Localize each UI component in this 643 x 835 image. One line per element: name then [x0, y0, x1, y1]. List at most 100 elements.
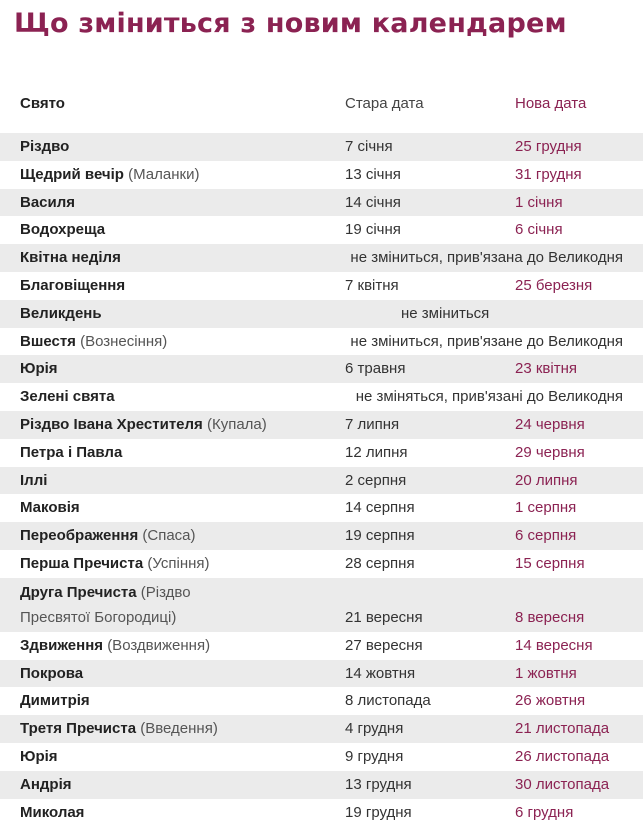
new-date-cell: 15 серпня [515, 554, 585, 572]
table-row: Петра і Павла 12 липня 29 червня [0, 439, 643, 467]
holiday-name: Здвиження [20, 636, 104, 654]
old-date-cell: 19 грудня [345, 803, 412, 821]
holiday-name-cell: Василя [20, 189, 340, 217]
holiday-name-cell: Юрія [20, 743, 340, 771]
holiday-note: (Різдво Пресвятої Богородиці) [20, 583, 191, 626]
table-row: Третя Пречиста (Введення) 4 грудня 21 лист… [0, 715, 643, 743]
old-date-cell: 9 грудня [345, 747, 404, 765]
table-row: Різдво Івана Хрестителя (Купала) 7 липня 2… [0, 410, 643, 439]
table-row: Василя 14 січня 1 січня [0, 188, 643, 217]
old-date-cell: 12 липня [345, 443, 408, 461]
holiday-name: Зелені свята [20, 388, 115, 406]
holiday-name: Димитрія [20, 692, 90, 710]
new-date-cell: 6 грудня [515, 803, 574, 821]
old-date-cell: 7 квітня [345, 276, 399, 294]
holiday-note: (Успіння) [147, 554, 210, 572]
holiday-name-cell: Здвиження (Воздвиження) [20, 632, 340, 660]
holiday-name-cell: Миколая [20, 799, 340, 827]
table-row: Різдво 7 січня 25 грудня [0, 133, 643, 161]
table-row: Переображення (Спаса) 19 серпня 6 серпня [0, 522, 643, 550]
holiday-name: Маковія [20, 499, 80, 517]
old-date-cell: 27 вересня [345, 636, 423, 654]
holiday-name-cell: Різдво [20, 133, 340, 161]
column-header-new-date: Нова дата [515, 95, 587, 112]
holiday-name: Петра і Павла [20, 443, 123, 461]
old-date-cell: 13 грудня [345, 775, 412, 793]
table-row: Маковія 14 серпня 1 серпня [0, 494, 643, 522]
old-date-cell: 19 січня [345, 221, 401, 239]
table-row: Друга Пречиста (Різдво Пресвятої Богород… [0, 577, 643, 632]
holiday-name: Щедрий вечір [20, 165, 124, 183]
old-date-cell: 14 жовтня [345, 664, 416, 682]
holiday-name: Благовіщення [20, 276, 126, 294]
new-date-cell: 25 березня [515, 276, 593, 294]
new-date-cell: 29 червня [515, 443, 585, 461]
old-date-cell: 4 грудня [345, 720, 404, 738]
table-row: Великдень не зміниться [0, 299, 643, 328]
holiday-name: Миколая [20, 803, 85, 821]
holiday-name-cell: Юрія [20, 355, 340, 383]
holiday-name: Василя [20, 193, 76, 211]
new-date-cell: 20 липня [515, 471, 578, 489]
table-row: Зелені свята не зміняться, прив'язані до … [0, 383, 643, 411]
holiday-name: Покрова [20, 664, 84, 682]
old-date-cell: 8 листопада [345, 692, 431, 710]
holiday-name: Юрія [20, 747, 58, 765]
holiday-name: Переображення [20, 527, 139, 545]
table-row: Юрія 9 грудня 26 листопада [0, 743, 643, 771]
old-date-cell: 14 серпня [345, 499, 415, 517]
new-date-cell: 1 серпня [515, 499, 577, 517]
holiday-name-cell: Зелені свята [20, 383, 340, 411]
holiday-name: Третя Пречиста [20, 720, 137, 738]
table-row: Щедрий вечір (Маланки) 13 січня 31 грудня [0, 161, 643, 189]
new-date-cell: 14 вересня [515, 636, 593, 654]
new-date-cell: 1 жовтня [515, 664, 577, 682]
page-title: Що зміниться з новим календарем [14, 8, 567, 39]
holiday-name-cell: Маковія [20, 494, 340, 522]
holiday-name-cell: Димитрія [20, 687, 340, 715]
holiday-name-cell: Третя Пречиста (Введення) [20, 715, 340, 743]
holiday-name-cell: Великдень [20, 300, 340, 328]
new-date-cell: 25 грудня [515, 138, 582, 155]
table-row: Вшестя (Вознесіння) не зміниться, прив'яз… [0, 328, 643, 356]
holiday-table: Різдво 7 січня 25 грудня Щедрий вечір (Мала… [0, 133, 643, 826]
table-row: Димитрія 8 листопада 26 жовтня [0, 687, 643, 715]
holiday-name-cell: Іллі [20, 467, 340, 495]
holiday-name: Юрія [20, 360, 58, 378]
old-date-cell: 19 серпня [345, 527, 415, 545]
new-date-cell: 6 серпня [515, 527, 577, 545]
holiday-name-cell: Благовіщення [20, 272, 340, 300]
table-row: Андрія 13 грудня 30 листопада [0, 770, 643, 799]
date-unchanged-note: не зміняться, прив'язані до Великодня [355, 388, 623, 406]
holiday-name: Андрія [20, 775, 72, 793]
new-date-cell: 6 січня [515, 221, 563, 239]
new-date-cell: 24 червня [515, 415, 585, 433]
holiday-name-cell: Переображення (Спаса) [20, 522, 340, 550]
holiday-name-cell: Покрова [20, 660, 340, 688]
holiday-name-cell: Петра і Павла [20, 439, 340, 467]
old-date-cell: 28 серпня [345, 554, 415, 572]
new-date-cell: 26 жовтня [515, 692, 586, 710]
table-row: Юрія 6 травня 23 квітня [0, 355, 643, 384]
table-row: Покрова 14 жовтня 1 жовтня [0, 659, 643, 688]
new-date-cell: 21 листопада [515, 720, 610, 738]
holiday-name-cell: Вшестя (Вознесіння) [20, 328, 340, 356]
holiday-name: Різдво Івана Хрестителя [20, 415, 203, 433]
holiday-name: Великдень [20, 304, 102, 322]
holiday-name-cell: Різдво Івана Хрестителя (Купала) [20, 411, 340, 439]
holiday-name: Різдво [20, 138, 70, 155]
table-row: Водохреща 19 січня 6 січня [0, 216, 643, 244]
holiday-name-cell: Квітна неділя [20, 244, 340, 272]
new-date-cell: 1 січня [515, 193, 563, 211]
holiday-name: Друга Пречиста [20, 583, 137, 601]
old-date-cell: 6 травня [345, 360, 406, 378]
old-date-cell: 13 січня [345, 165, 401, 183]
holiday-note: (Вознесіння) [80, 332, 168, 350]
holiday-note: (Воздвиження) [107, 636, 211, 654]
date-unchanged-note: не зміниться, прив'язана до Великодня [350, 249, 623, 267]
new-date-cell: 23 квітня [515, 360, 577, 378]
holiday-name: Іллі [20, 471, 48, 489]
new-date-cell: 26 листопада [515, 747, 610, 765]
holiday-note: (Маланки) [128, 165, 200, 183]
table-row: Перша Пречиста (Успіння) 28 серпня 15 серп… [0, 550, 643, 578]
